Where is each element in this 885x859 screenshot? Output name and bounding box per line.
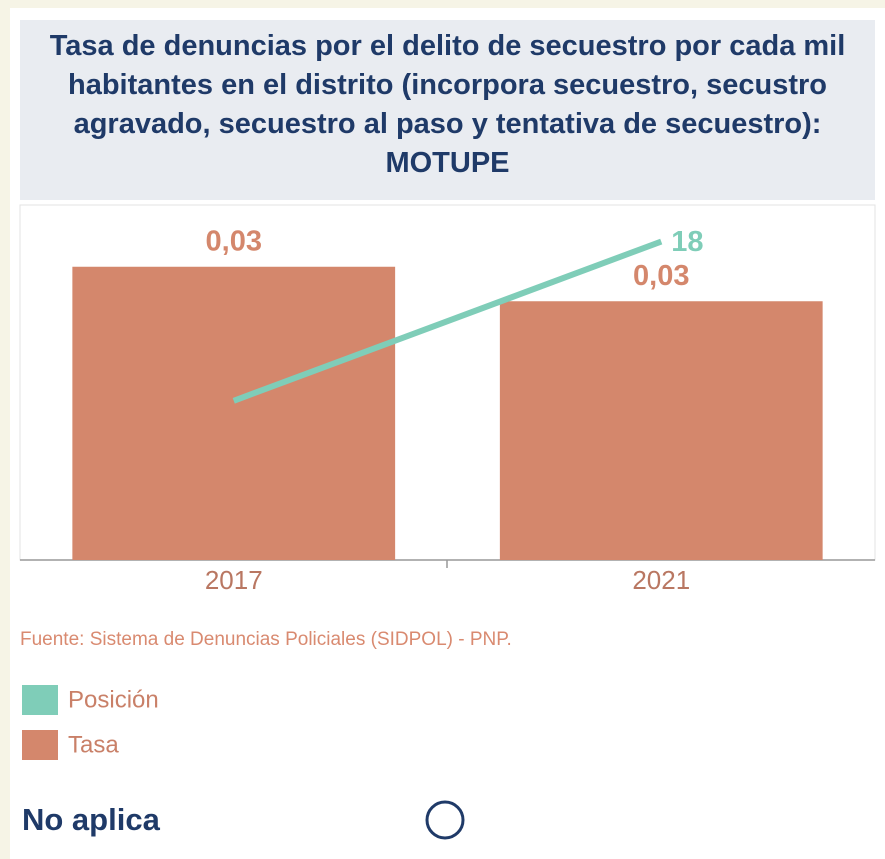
legend-label: Tasa (68, 731, 119, 758)
status-icon[interactable] (425, 800, 465, 840)
legend-label: Posición (68, 686, 159, 713)
bar (72, 266, 396, 560)
legend-swatch (22, 730, 58, 760)
chart-title: Tasa de denuncias por el delito de secue… (20, 20, 875, 200)
legend-swatch (22, 685, 58, 715)
bar (499, 301, 823, 560)
line (232, 238, 663, 404)
status-text: No aplica (22, 802, 161, 837)
x-tick-label: 2017 (205, 565, 263, 595)
bar-value-label: 0,03 (206, 225, 262, 257)
line-value-label: 18 (671, 226, 703, 258)
x-tick-label: 2021 (632, 565, 690, 595)
source-note: Fuente: Sistema de Denuncias Policiales … (20, 629, 512, 650)
bar-value-label: 0,03 (633, 260, 689, 292)
